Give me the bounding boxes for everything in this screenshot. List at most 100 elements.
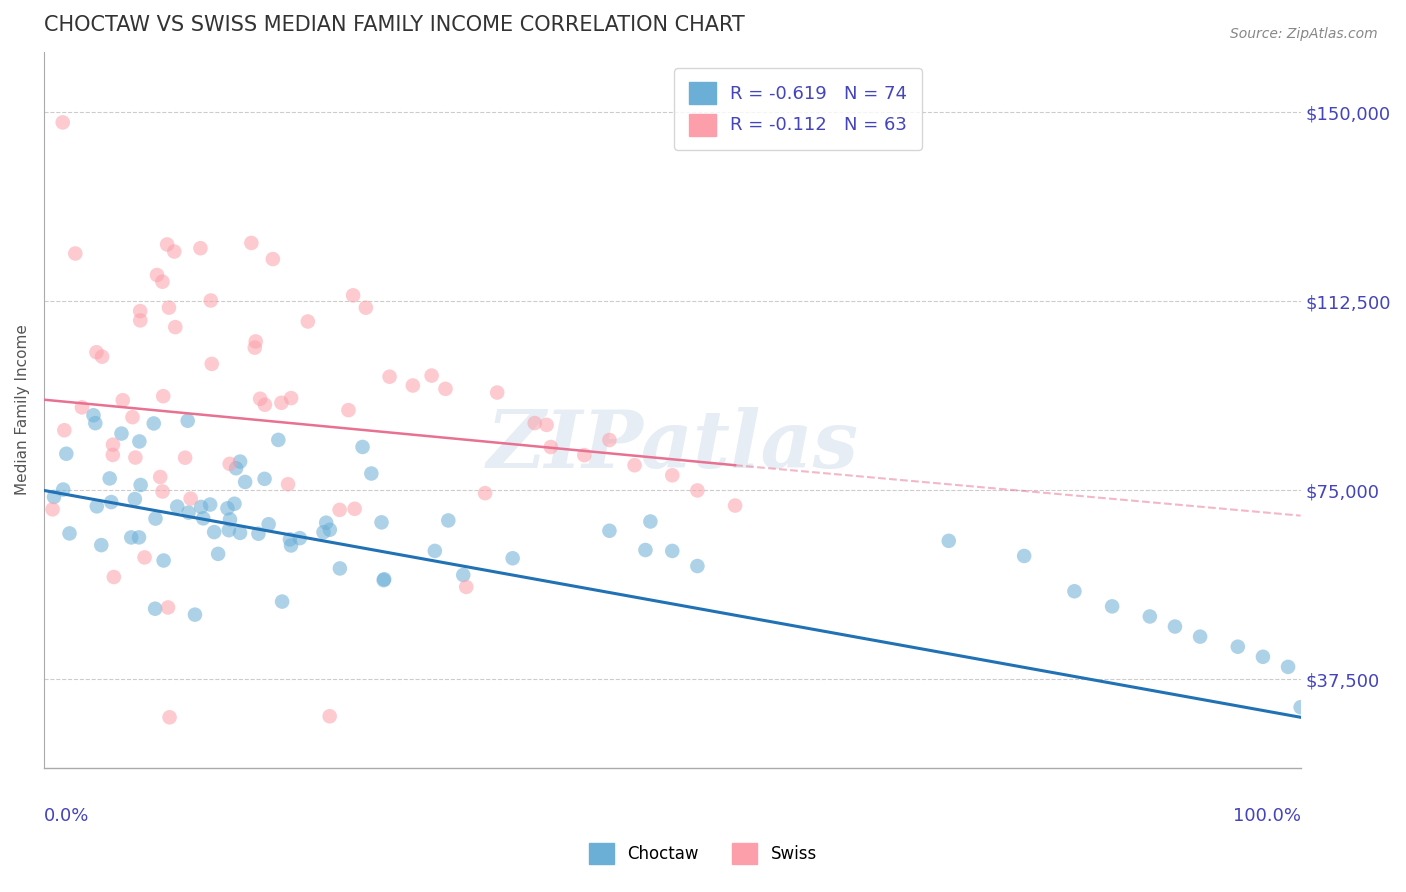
Point xyxy=(502,551,524,566)
Point xyxy=(378,369,401,384)
Text: 0.0%: 0.0% xyxy=(44,807,89,825)
Point xyxy=(201,357,224,371)
Point xyxy=(110,426,132,441)
Point xyxy=(243,341,266,355)
Point xyxy=(166,500,188,514)
Point xyxy=(128,530,150,544)
Point xyxy=(163,244,186,259)
Point xyxy=(1189,630,1212,644)
Point xyxy=(177,506,200,520)
Point xyxy=(373,572,395,586)
Point xyxy=(1277,660,1299,674)
Point xyxy=(360,467,382,481)
Legend: R = -0.619   N = 74, R = -0.112   N = 63: R = -0.619 N = 74, R = -0.112 N = 63 xyxy=(675,68,922,150)
Point xyxy=(342,288,364,302)
Point xyxy=(278,533,301,547)
Point xyxy=(229,525,252,540)
Point xyxy=(218,457,240,471)
Text: 100.0%: 100.0% xyxy=(1233,807,1301,825)
Point xyxy=(52,115,75,129)
Point xyxy=(134,550,156,565)
Point xyxy=(486,385,509,400)
Point xyxy=(297,314,319,328)
Point xyxy=(152,553,174,567)
Point xyxy=(420,368,443,383)
Point xyxy=(65,246,87,260)
Point xyxy=(198,498,221,512)
Point xyxy=(146,268,169,282)
Point xyxy=(157,301,180,315)
Point xyxy=(280,539,302,553)
Point xyxy=(280,391,302,405)
Point xyxy=(193,511,215,525)
Point xyxy=(229,454,252,468)
Point xyxy=(288,531,311,545)
Point xyxy=(373,573,395,587)
Point xyxy=(101,437,124,451)
Point xyxy=(90,538,112,552)
Point xyxy=(200,293,222,308)
Point xyxy=(249,392,271,406)
Point xyxy=(451,568,474,582)
Y-axis label: Median Family Income: Median Family Income xyxy=(15,325,30,495)
Point xyxy=(1164,619,1187,633)
Point xyxy=(329,561,352,575)
Point xyxy=(177,414,200,428)
Point xyxy=(121,410,143,425)
Point xyxy=(1251,649,1274,664)
Point xyxy=(224,497,246,511)
Point xyxy=(456,580,478,594)
Point xyxy=(1063,584,1085,599)
Point xyxy=(938,533,960,548)
Point xyxy=(103,570,125,584)
Point xyxy=(540,440,562,454)
Point xyxy=(277,477,299,491)
Point xyxy=(402,378,425,392)
Point xyxy=(152,275,174,289)
Point xyxy=(82,409,104,423)
Point xyxy=(207,547,229,561)
Point xyxy=(152,484,174,499)
Point xyxy=(143,601,166,615)
Point xyxy=(42,490,65,504)
Point xyxy=(129,313,152,327)
Point xyxy=(202,525,225,540)
Text: ZIPatlas: ZIPatlas xyxy=(486,407,858,484)
Point xyxy=(225,461,247,475)
Point xyxy=(159,710,181,724)
Point xyxy=(219,512,242,526)
Point xyxy=(1139,609,1161,624)
Point xyxy=(329,503,352,517)
Point xyxy=(129,478,152,492)
Point xyxy=(474,486,496,500)
Point xyxy=(634,543,657,558)
Point xyxy=(233,475,256,489)
Point xyxy=(523,416,546,430)
Point xyxy=(190,500,212,514)
Point xyxy=(312,525,335,540)
Legend: Choctaw, Swiss: Choctaw, Swiss xyxy=(582,837,824,871)
Point xyxy=(271,594,294,608)
Point xyxy=(354,301,377,315)
Point xyxy=(52,483,75,497)
Point xyxy=(423,544,446,558)
Point xyxy=(124,491,146,506)
Point xyxy=(111,393,134,408)
Point xyxy=(598,524,620,538)
Point xyxy=(661,468,683,483)
Point xyxy=(574,448,596,462)
Point xyxy=(128,434,150,449)
Point xyxy=(91,350,114,364)
Point xyxy=(267,433,290,447)
Point xyxy=(434,382,457,396)
Point xyxy=(70,401,93,415)
Text: CHOCTAW VS SWISS MEDIAN FAMILY INCOME CORRELATION CHART: CHOCTAW VS SWISS MEDIAN FAMILY INCOME CO… xyxy=(44,15,745,35)
Point xyxy=(129,304,152,318)
Point xyxy=(337,403,360,417)
Point xyxy=(370,516,392,530)
Point xyxy=(53,423,76,437)
Point xyxy=(180,491,202,506)
Point xyxy=(217,501,239,516)
Point xyxy=(437,513,460,527)
Point xyxy=(142,417,165,431)
